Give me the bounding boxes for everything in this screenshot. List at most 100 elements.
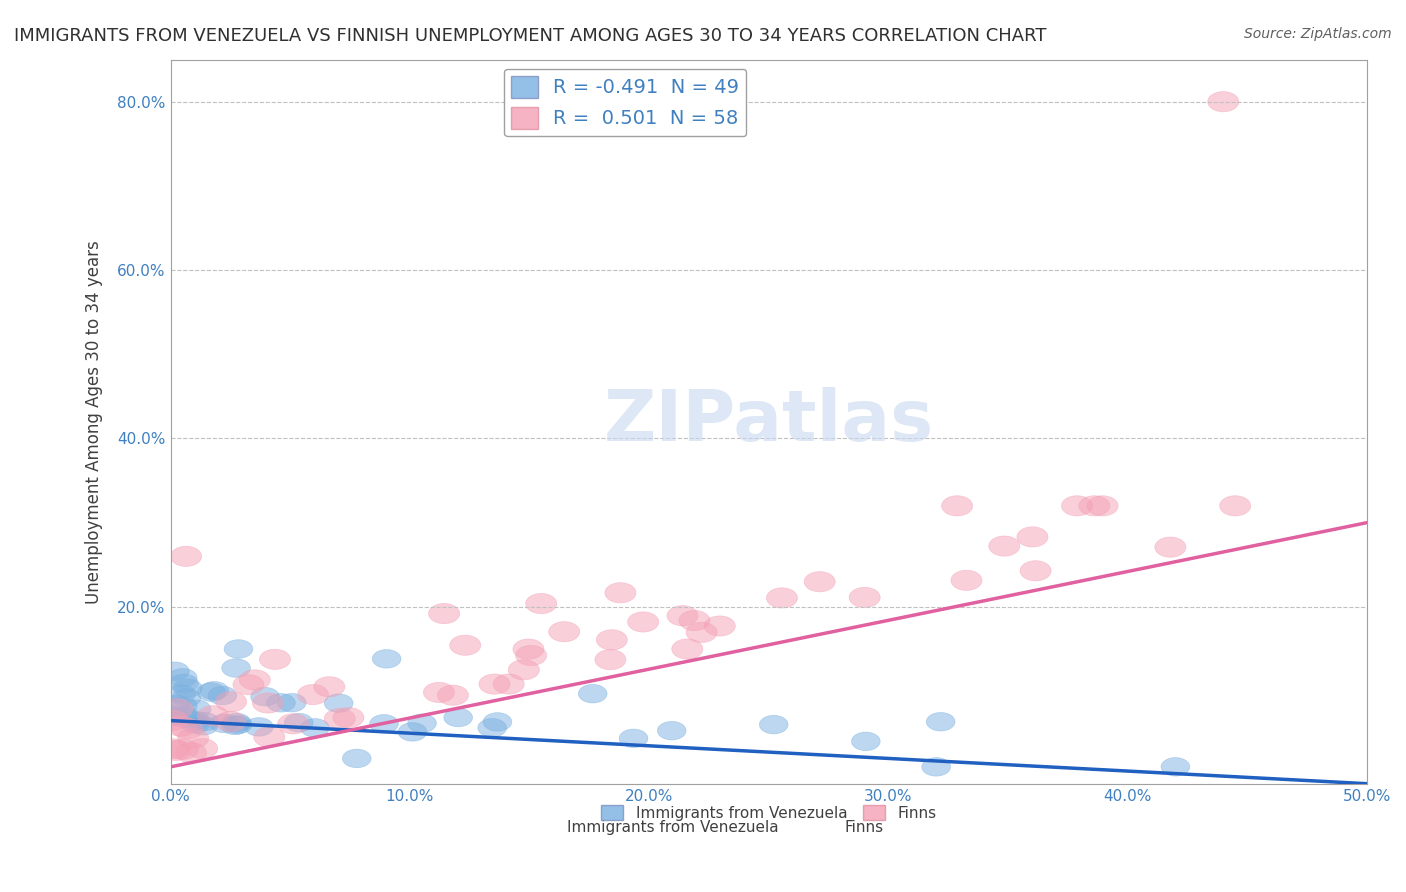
Ellipse shape — [408, 714, 436, 732]
Ellipse shape — [260, 649, 291, 669]
Ellipse shape — [160, 740, 191, 761]
Text: Source: ZipAtlas.com: Source: ZipAtlas.com — [1244, 27, 1392, 41]
Ellipse shape — [578, 684, 607, 703]
Ellipse shape — [181, 714, 209, 733]
Ellipse shape — [370, 714, 398, 733]
Ellipse shape — [172, 689, 201, 707]
Ellipse shape — [252, 693, 284, 713]
Ellipse shape — [314, 677, 344, 697]
Ellipse shape — [1078, 496, 1109, 516]
Ellipse shape — [1062, 496, 1092, 516]
Ellipse shape — [849, 587, 880, 607]
Ellipse shape — [759, 715, 789, 734]
Ellipse shape — [526, 593, 557, 614]
Ellipse shape — [208, 686, 236, 705]
Ellipse shape — [325, 708, 356, 729]
Ellipse shape — [222, 714, 250, 731]
Ellipse shape — [197, 706, 229, 726]
Ellipse shape — [605, 582, 636, 603]
Ellipse shape — [423, 682, 454, 703]
Ellipse shape — [509, 660, 540, 680]
Ellipse shape — [170, 709, 200, 728]
Ellipse shape — [479, 674, 510, 694]
Ellipse shape — [627, 612, 658, 632]
Ellipse shape — [398, 723, 427, 741]
Ellipse shape — [658, 722, 686, 739]
Ellipse shape — [301, 719, 329, 737]
Ellipse shape — [169, 697, 197, 715]
Ellipse shape — [177, 728, 208, 748]
Ellipse shape — [325, 694, 353, 713]
Ellipse shape — [224, 715, 252, 734]
Ellipse shape — [516, 646, 547, 665]
Ellipse shape — [429, 604, 460, 624]
Ellipse shape — [233, 674, 264, 695]
Ellipse shape — [159, 707, 187, 726]
Ellipse shape — [1154, 537, 1185, 558]
Ellipse shape — [224, 640, 253, 658]
Ellipse shape — [162, 698, 193, 719]
Ellipse shape — [160, 662, 190, 681]
Ellipse shape — [221, 716, 249, 735]
Ellipse shape — [222, 659, 250, 677]
Legend: Immigrants from Venezuela, Finns: Immigrants from Venezuela, Finns — [595, 798, 943, 827]
Ellipse shape — [170, 706, 200, 725]
Ellipse shape — [852, 732, 880, 751]
Ellipse shape — [284, 714, 314, 731]
Ellipse shape — [176, 743, 207, 763]
Ellipse shape — [245, 718, 273, 736]
Ellipse shape — [1208, 92, 1239, 112]
Text: IMMIGRANTS FROM VENEZUELA VS FINNISH UNEMPLOYMENT AMONG AGES 30 TO 34 YEARS CORR: IMMIGRANTS FROM VENEZUELA VS FINNISH UNE… — [14, 27, 1046, 45]
Ellipse shape — [343, 749, 371, 768]
Ellipse shape — [437, 685, 468, 706]
Ellipse shape — [166, 716, 197, 736]
Ellipse shape — [267, 694, 295, 712]
Ellipse shape — [188, 716, 218, 735]
Ellipse shape — [160, 706, 188, 725]
Ellipse shape — [173, 679, 202, 698]
Ellipse shape — [277, 693, 307, 712]
Ellipse shape — [666, 606, 697, 626]
Y-axis label: Unemployment Among Ages 30 to 34 years: Unemployment Among Ages 30 to 34 years — [86, 240, 103, 604]
Text: Finns: Finns — [845, 820, 884, 835]
Ellipse shape — [1019, 561, 1052, 581]
Ellipse shape — [766, 588, 797, 608]
Ellipse shape — [672, 639, 703, 659]
Ellipse shape — [478, 719, 506, 737]
Ellipse shape — [704, 615, 735, 636]
Ellipse shape — [157, 739, 188, 759]
Ellipse shape — [494, 674, 524, 694]
Ellipse shape — [239, 670, 270, 690]
Ellipse shape — [183, 700, 211, 718]
Ellipse shape — [596, 630, 627, 650]
Ellipse shape — [298, 684, 329, 705]
Ellipse shape — [686, 623, 717, 642]
Ellipse shape — [170, 546, 201, 566]
Ellipse shape — [1161, 757, 1189, 776]
Ellipse shape — [1219, 496, 1251, 516]
Ellipse shape — [250, 688, 280, 706]
Ellipse shape — [333, 707, 364, 728]
Ellipse shape — [181, 712, 209, 731]
Ellipse shape — [170, 674, 198, 692]
Ellipse shape — [278, 714, 309, 734]
Ellipse shape — [215, 712, 246, 731]
Ellipse shape — [169, 668, 197, 687]
Text: Immigrants from Venezuela: Immigrants from Venezuela — [567, 820, 779, 835]
Ellipse shape — [619, 729, 648, 747]
Ellipse shape — [167, 739, 198, 759]
Ellipse shape — [595, 649, 626, 670]
Ellipse shape — [190, 713, 218, 731]
Ellipse shape — [1017, 527, 1047, 547]
Ellipse shape — [373, 649, 401, 668]
Ellipse shape — [450, 635, 481, 656]
Ellipse shape — [942, 496, 973, 516]
Ellipse shape — [922, 757, 950, 776]
Ellipse shape — [187, 739, 218, 759]
Ellipse shape — [988, 536, 1019, 557]
Text: ZIPatlas: ZIPatlas — [603, 387, 934, 456]
Ellipse shape — [444, 708, 472, 727]
Ellipse shape — [162, 695, 190, 714]
Ellipse shape — [197, 682, 225, 701]
Ellipse shape — [167, 685, 195, 703]
